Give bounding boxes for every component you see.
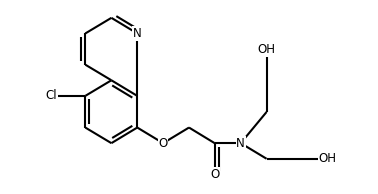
Text: Cl: Cl bbox=[45, 89, 57, 102]
Text: OH: OH bbox=[318, 152, 336, 165]
Text: N: N bbox=[236, 137, 245, 150]
Text: N: N bbox=[133, 27, 142, 40]
Text: OH: OH bbox=[257, 43, 276, 56]
Text: O: O bbox=[158, 137, 168, 150]
Text: O: O bbox=[210, 168, 219, 181]
